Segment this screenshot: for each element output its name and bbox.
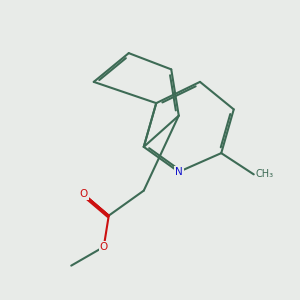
Text: O: O	[80, 189, 88, 200]
Text: CH₃: CH₃	[256, 169, 274, 179]
Text: N: N	[175, 167, 183, 177]
Text: O: O	[100, 242, 108, 252]
